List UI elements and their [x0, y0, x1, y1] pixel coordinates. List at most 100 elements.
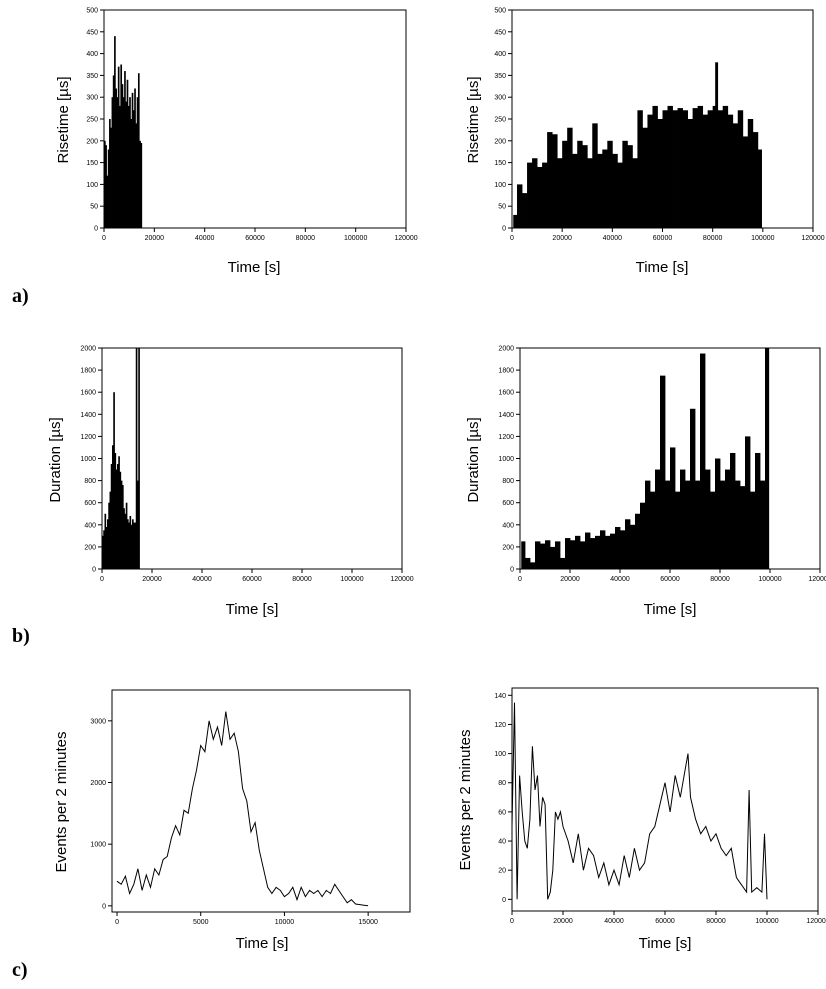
y-tick-label: 100 [494, 182, 506, 189]
data-bar [662, 110, 668, 228]
data-bar [747, 119, 754, 228]
data-bar [592, 123, 598, 228]
x-axis-label: Time [s] [228, 259, 281, 276]
data-bar [702, 114, 709, 228]
chart-b_left: 0 20000 40000 60000 80000 100000 120000 0 200 400… [47, 346, 414, 619]
data-bar [610, 533, 616, 569]
data-bar [672, 110, 678, 228]
data-bar [122, 485, 124, 569]
data-bar [117, 464, 119, 569]
y-tick-label: 350 [494, 73, 506, 80]
data-bar [585, 532, 591, 569]
data-bar [582, 145, 588, 228]
data-bar [126, 79, 129, 228]
data-bar [107, 519, 109, 569]
data-bar [132, 519, 134, 569]
x-tick-label: 60000 [660, 576, 680, 583]
x-axis-label: Time [s] [226, 601, 279, 618]
data-bar [547, 132, 553, 228]
y-tick-label: 1400 [80, 412, 96, 419]
plot-frame [111, 689, 411, 913]
data-bar [127, 519, 129, 569]
data-bar [107, 149, 110, 228]
data-bar [552, 134, 558, 228]
data-bar [540, 543, 546, 569]
y-tick-label: 120 [494, 722, 506, 729]
y-tick-label: 1600 [498, 390, 514, 397]
data-bar [517, 184, 523, 228]
data-bar [625, 519, 631, 569]
data-bar [116, 97, 119, 228]
data-bar [740, 486, 746, 569]
y-tick-label: 20 [498, 868, 506, 875]
chart-a_right: 0 20000 40000 60000 80000 100000 120000 0 50 100 1… [465, 8, 825, 277]
y-tick-label: 140 [494, 693, 506, 700]
data-bar [105, 145, 107, 228]
x-tick-label: 60000 [242, 576, 262, 583]
x-tick-label: 40000 [195, 235, 215, 242]
data-bar [732, 123, 739, 228]
data-bar [138, 348, 140, 569]
data-bar [640, 502, 646, 569]
y-axis-label: Events per 2 minutes [457, 730, 474, 871]
y-tick-label: 250 [494, 117, 506, 124]
data-bar [645, 480, 651, 569]
data-line [511, 702, 768, 900]
y-tick-label: 800 [84, 478, 96, 485]
data-bar [667, 105, 673, 228]
data-bar [109, 119, 111, 228]
data-bar [117, 66, 120, 229]
data-bar [670, 447, 676, 569]
y-tick-label: 1600 [80, 390, 96, 397]
y-tick-label: 50 [498, 204, 506, 211]
data-bar [124, 71, 126, 228]
data-bar [570, 540, 576, 569]
data-bar [617, 162, 623, 228]
y-tick-label: 500 [494, 8, 506, 15]
y-tick-label: 100 [86, 182, 98, 189]
y-tick-label: 300 [494, 95, 506, 102]
y-tick-label: 2000 [498, 346, 514, 353]
data-bar [130, 524, 133, 569]
data-bar [119, 471, 122, 569]
y-tick-label: 1400 [498, 412, 514, 419]
data-bar [136, 97, 139, 228]
x-tick-label: 20000 [145, 235, 165, 242]
data-bar [632, 158, 638, 228]
y-tick-label: 250 [86, 117, 98, 124]
y-tick-label: 400 [84, 522, 96, 529]
y-tick-label: 60 [498, 809, 506, 816]
data-bar [705, 469, 711, 569]
y-tick-label: 200 [494, 138, 506, 145]
data-bar [707, 110, 714, 228]
data-bar [108, 502, 110, 569]
data-bar [521, 541, 526, 569]
data-bar [600, 530, 606, 569]
x-tick-label: 100000 [755, 918, 778, 925]
data-bar [657, 119, 663, 228]
x-tick-label: 20000 [553, 918, 573, 925]
data-bar [682, 110, 688, 228]
y-tick-label: 2000 [80, 346, 96, 353]
data-bar [139, 140, 141, 228]
data-bar [109, 491, 112, 569]
y-tick-label: 0 [502, 226, 506, 233]
data-bar [692, 108, 699, 228]
x-tick-label: 100000 [340, 576, 363, 583]
data-bar [114, 452, 117, 569]
data-bar [725, 469, 731, 569]
data-bar [121, 84, 124, 229]
x-tick-label: 0 [115, 919, 119, 926]
data-bar [627, 145, 633, 228]
data-bar [557, 158, 563, 228]
data-bar [125, 101, 128, 228]
data-bar [129, 97, 131, 228]
y-axis-label: Duration [µs] [465, 417, 482, 502]
y-tick-label: 400 [502, 522, 514, 529]
data-bar [120, 480, 123, 569]
data-bar [127, 105, 130, 228]
x-tick-label: 20000 [552, 235, 572, 242]
x-tick-label: 40000 [603, 235, 623, 242]
y-axis-label: Events per 2 minutes [53, 732, 70, 873]
x-tick-label: 60000 [655, 918, 675, 925]
